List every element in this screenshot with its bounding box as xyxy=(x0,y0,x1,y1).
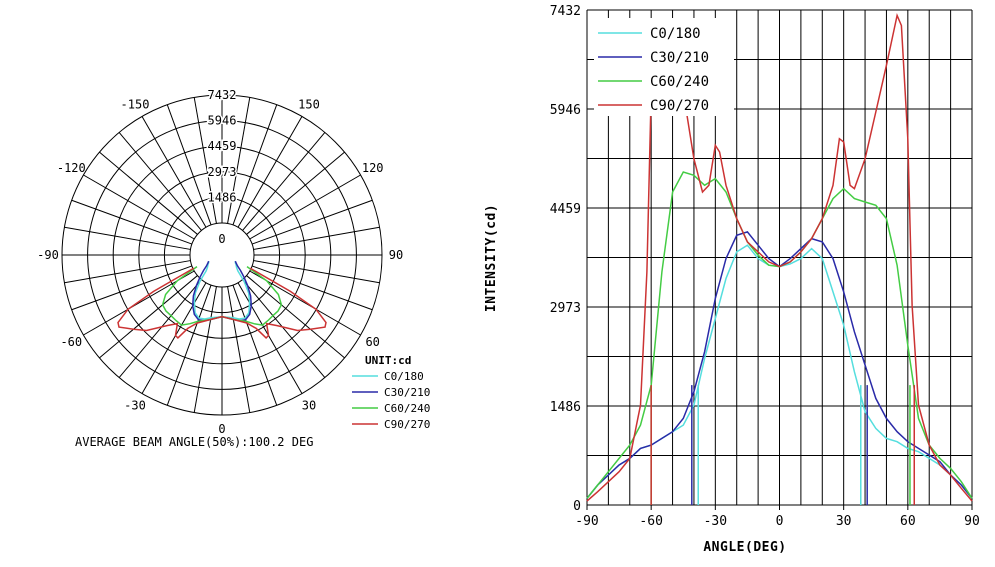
polar-rings xyxy=(61,94,383,416)
polar-spoke xyxy=(99,151,198,235)
polar-legend-label: C0/180 xyxy=(384,370,424,383)
polar-spoke xyxy=(166,104,212,226)
polar-ring xyxy=(112,145,332,365)
x-tick: 90 xyxy=(964,514,980,529)
polar-spoke xyxy=(141,116,207,228)
polar-series-c90-270 xyxy=(117,267,327,339)
polar-angle-label: -30 xyxy=(124,399,146,413)
polar-spoke xyxy=(71,199,193,245)
polar-angle-label: 120 xyxy=(362,161,384,175)
polar-spoke xyxy=(251,265,373,311)
y-tick: 4459 xyxy=(550,202,581,217)
polar-spoke xyxy=(237,116,303,228)
cartesian-grid xyxy=(586,9,973,506)
polar-radial-tick: 1486 xyxy=(208,190,237,204)
polar-legend-label: C90/270 xyxy=(384,418,430,431)
y-tick: 7432 xyxy=(550,4,581,19)
polar-spoke xyxy=(246,151,345,235)
cartesian-legend: C0/180 C30/210 C60/240 C90/270 xyxy=(594,18,734,116)
polar-spoke xyxy=(251,199,373,245)
polar-grid xyxy=(62,95,382,415)
legend-box xyxy=(594,18,734,116)
polar-ring xyxy=(189,222,255,288)
y-tick-labels: 0 1486 2973 4459 5946 7432 xyxy=(550,4,581,514)
polar-spoke xyxy=(141,282,207,394)
polar-spoke xyxy=(166,284,212,406)
y-tick: 1486 xyxy=(550,400,581,415)
polar-spoke xyxy=(249,174,361,240)
polar-angle-label: 0 xyxy=(218,422,225,436)
polar-angle-label: -120 xyxy=(57,161,86,175)
polar-spoke xyxy=(237,282,303,394)
x-tick: -30 xyxy=(704,514,727,529)
polar-spoke xyxy=(232,284,278,406)
polar-angle-label: 60 xyxy=(365,335,379,349)
legend-label: C90/270 xyxy=(650,98,709,114)
polar-spoke xyxy=(232,104,278,226)
x-tick-labels: -90 -60 -30 0 30 60 90 xyxy=(575,505,980,529)
polar-legend-label: C30/210 xyxy=(384,386,430,399)
polar-spoke xyxy=(118,132,202,231)
legend-label: C60/240 xyxy=(650,74,709,90)
x-tick: 60 xyxy=(900,514,916,529)
cartesian-series-group xyxy=(586,13,973,505)
polar-angle-label: -90 xyxy=(37,248,59,262)
polar-radial-tick: 7432 xyxy=(208,88,237,102)
polar-angle-labels: 0 30 60 90 120 150 -150 -120 -90 -60 -30 xyxy=(37,97,403,436)
polar-radial-tick: 5946 xyxy=(208,114,237,128)
polar-center-tick: 0 xyxy=(218,232,225,246)
x-axis-label: ANGLE(DEG) xyxy=(703,540,786,555)
polar-radial-tick: 4459 xyxy=(208,139,237,153)
polar-spoke xyxy=(242,132,326,231)
polar-spoke xyxy=(118,279,202,378)
polar-spoke xyxy=(193,97,217,224)
x-tick: 30 xyxy=(836,514,852,529)
polar-unit-label: UNIT:cd xyxy=(365,354,411,367)
polar-ring xyxy=(61,94,383,416)
polar-angle-label: -60 xyxy=(60,335,82,349)
polar-legend: C0/180 C30/210 C60/240 C90/270 xyxy=(352,370,430,431)
polar-spoke xyxy=(253,226,380,250)
polar-spoke xyxy=(227,286,251,413)
polar-spoke xyxy=(64,226,191,250)
y-tick: 2973 xyxy=(550,301,581,316)
polar-spoke xyxy=(71,265,193,311)
y-tick: 5946 xyxy=(550,103,581,118)
legend-label: C30/210 xyxy=(650,50,709,66)
polar-legend-label: C60/240 xyxy=(384,402,430,415)
x-tick: -60 xyxy=(639,514,662,529)
polar-spoke xyxy=(99,275,198,359)
polar-spoke xyxy=(253,260,380,284)
polar-chart: 1486 2973 4459 5946 7432 0 0 30 60 90 120 150 -150 -… xyxy=(37,87,430,450)
polar-angle-label: -150 xyxy=(121,97,150,111)
legend-label: C0/180 xyxy=(650,26,701,42)
cartesian-chart: 0 1486 2973 4459 5946 7432 -90 -60 -30 0 30 60 90 C… xyxy=(484,4,980,555)
polar-angle-label: 90 xyxy=(389,248,403,262)
polar-radial-tick: 2973 xyxy=(208,165,237,179)
polar-spoke xyxy=(193,286,217,413)
x-tick: 0 xyxy=(776,514,784,529)
polar-footer: AVERAGE BEAM ANGLE(50%):100.2 DEG xyxy=(75,435,313,449)
polar-ring xyxy=(87,120,357,390)
polar-radial-tick-labels: 1486 2973 4459 5946 7432 0 xyxy=(206,87,238,247)
polar-spoke xyxy=(64,260,191,284)
polar-angle-label: 150 xyxy=(298,97,320,111)
x-tick: -90 xyxy=(575,514,598,529)
y-tick: 0 xyxy=(573,499,581,514)
y-axis-label: INTENSITY(cd) xyxy=(484,204,499,312)
polar-ring xyxy=(163,196,281,314)
polar-spoke xyxy=(246,275,345,359)
polar-spoke xyxy=(83,174,195,240)
polar-angle-label: 30 xyxy=(302,399,316,413)
polar-spoke xyxy=(242,279,326,378)
polar-series-group xyxy=(117,260,327,339)
polar-ring xyxy=(138,171,306,339)
polar-spoke xyxy=(227,97,251,224)
